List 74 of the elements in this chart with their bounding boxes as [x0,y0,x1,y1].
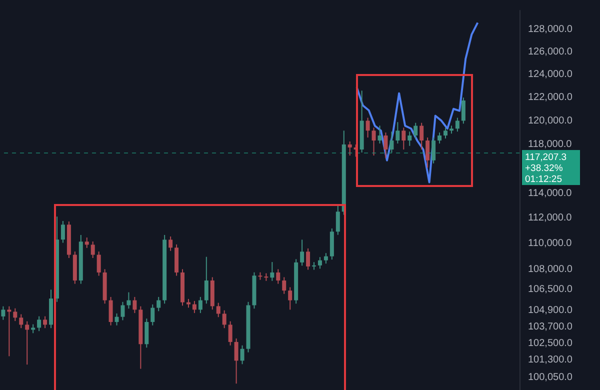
candlestick [408,131,412,146]
y-tick-label: 114,000.0 [528,188,572,199]
candlestick [1,306,6,320]
candlestick [348,140,352,156]
candlestick [84,237,89,248]
candlestick [114,312,119,326]
candlestick [366,117,370,138]
candlestick [384,132,388,158]
candlestick [432,137,436,164]
candlestick [126,292,131,310]
y-tick-label: 128,000.0 [528,24,573,36]
y-tick-label: 122,000.0 [528,92,573,103]
candlestick [204,256,208,304]
candlestick [43,316,48,329]
candlestick [372,127,376,156]
candlestick [300,239,304,266]
candlestick [420,122,424,150]
y-tick-label: 120,000.0 [528,115,573,126]
candlestick [192,300,196,314]
candlestick [150,304,155,326]
candlestick [144,318,149,348]
candlestick [443,127,448,139]
candlestick [288,286,292,310]
candlestick [90,240,95,258]
candlestick [402,127,406,150]
candlestick [378,125,382,144]
candlestick [228,320,232,346]
line-series [356,22,479,184]
candlestick [156,296,161,312]
candlestick [37,316,42,332]
candlestick [7,306,12,357]
y-tick-label: 101,300.0 [528,354,573,366]
candlestick [216,302,220,318]
y-tick-label: 124,000.0 [528,69,573,80]
candlestick [222,310,226,329]
candlestick [306,248,310,270]
candlestick [396,122,400,144]
candlestick [198,296,202,314]
y-tick-label: 112,000.0 [528,212,572,224]
candlestick [276,268,280,284]
candlestick [25,320,30,366]
y-tick-label: 118,000.0 [528,139,572,150]
candlestick [13,308,18,322]
candlestick [132,296,137,314]
candlestick [461,97,466,124]
y-tick-label: 100,050.0 [528,372,573,384]
candlestick [414,122,418,139]
candlestick [60,220,65,244]
candlestick [108,296,113,326]
candlestick [234,338,238,384]
candlestick [426,137,430,168]
text: 01:12:25 [525,174,562,186]
candlestick [96,251,101,276]
candlestick [282,276,286,294]
y-tick-label: 108,000.0 [528,264,573,276]
y-tick-label: 102,500.0 [528,338,573,349]
candlestick [120,301,125,321]
candlestick [270,262,274,282]
candlestick [240,344,244,365]
candlestick [168,236,173,252]
y-tick-label: 110,000.0 [528,238,572,250]
y-tick-label: 126,000.0 [528,46,573,58]
candlestick [318,256,322,270]
y-tick-label: 104,900.0 [528,305,573,316]
candlestick [19,314,24,329]
candlestick [438,132,442,144]
candlestick [324,252,328,264]
y-tick-label: 106,500.0 [528,284,573,295]
candlestick [336,204,340,236]
candlestick [455,117,460,132]
y-tick-label: 103,700.0 [528,321,573,332]
ref-line-label: 117,207.3 [525,152,567,164]
candlestick [390,131,394,154]
text: +38.32% [525,163,564,174]
